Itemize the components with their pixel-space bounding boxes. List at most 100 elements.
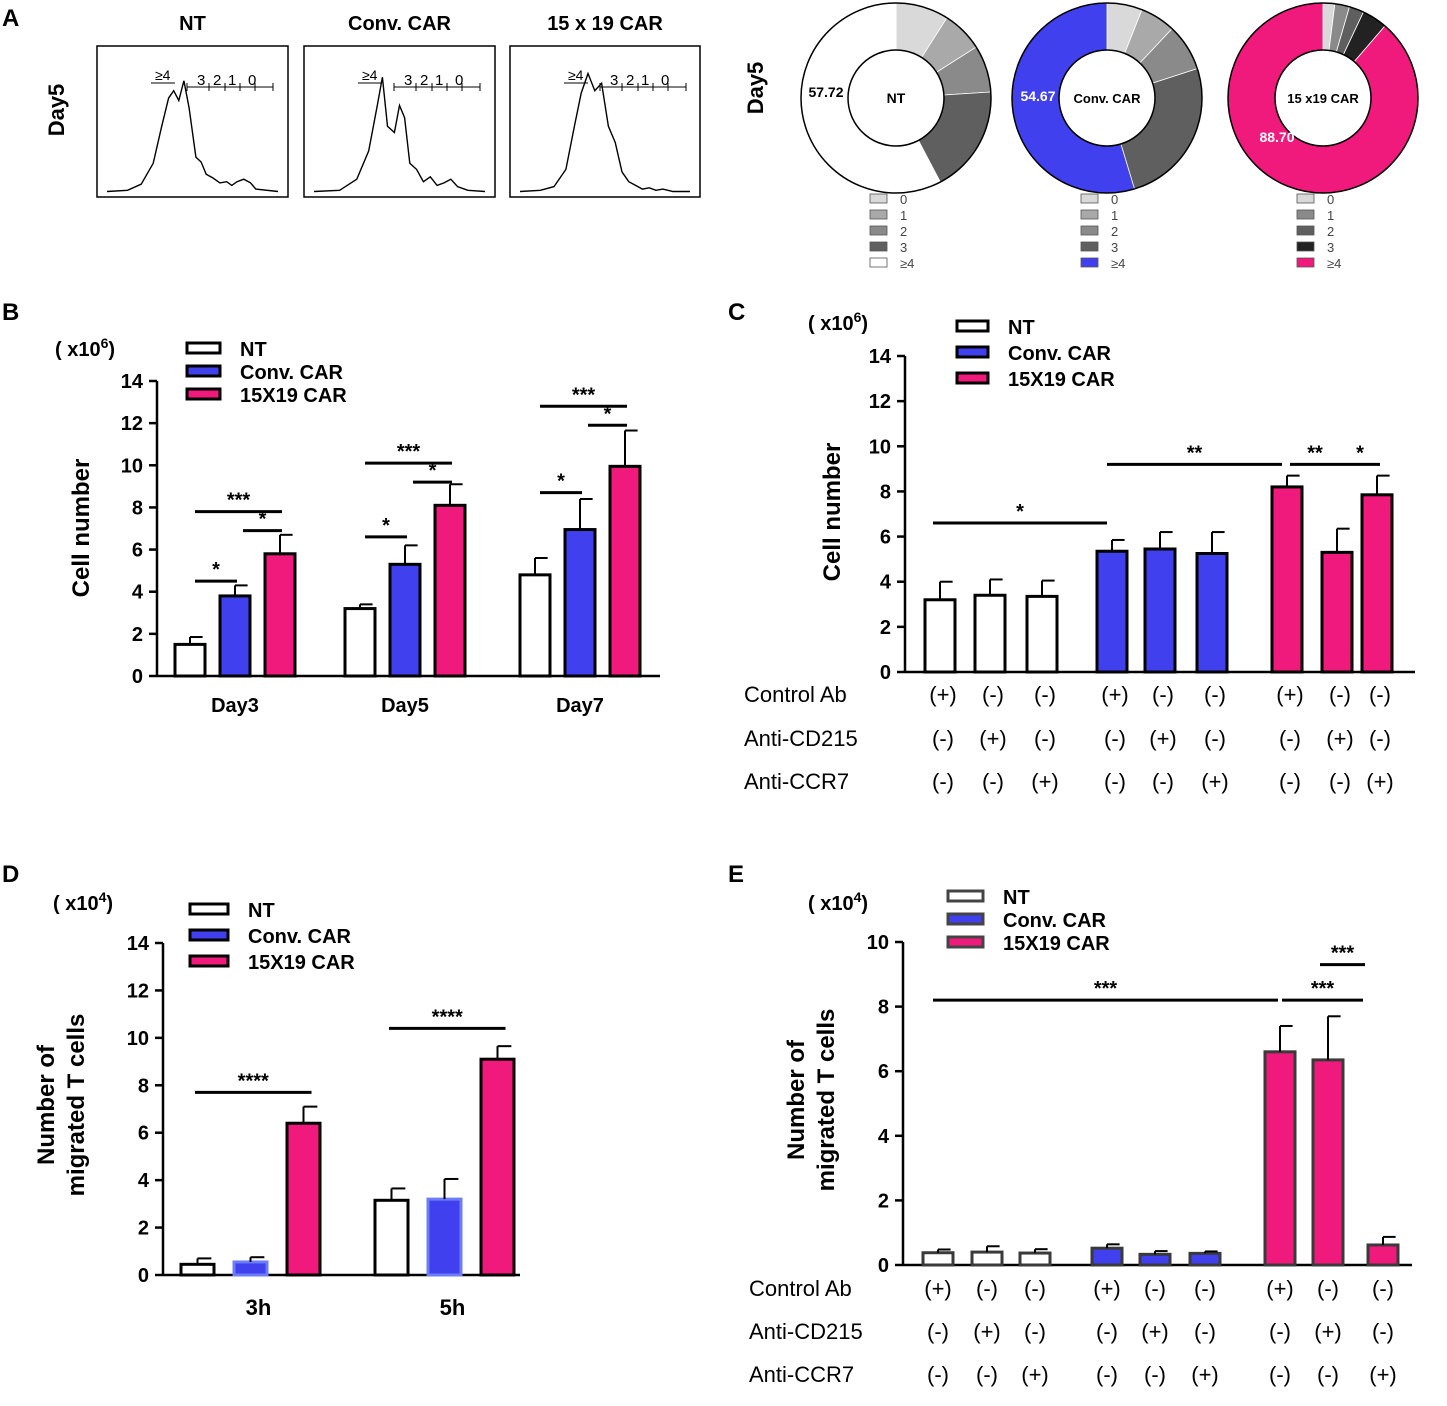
donut-legend-label: 2 — [1111, 224, 1118, 239]
donut-legend-swatch — [1296, 193, 1315, 204]
condition-value: (+) — [1201, 769, 1229, 794]
y-tick-label: 4 — [878, 1126, 890, 1148]
y-tick-label: 8 — [880, 481, 891, 503]
condition-value: (-) — [976, 1276, 998, 1301]
histogram-frame — [96, 45, 289, 198]
unit-prefix: ( x10 — [53, 893, 99, 915]
significance-label: ** — [1187, 442, 1203, 464]
gate-label: ≥4 — [362, 67, 378, 83]
panel-letter-a: A — [2, 5, 19, 32]
significance-label: **** — [432, 1006, 463, 1028]
donut-hole — [1058, 49, 1156, 147]
donut-value-label: 88.70 — [1259, 129, 1294, 145]
bar — [1360, 493, 1394, 674]
unit-suffix: ) — [108, 339, 115, 361]
condition-value: (+) — [973, 1319, 1001, 1344]
condition-value: (-) — [932, 726, 954, 751]
condition-value: (-) — [1024, 1276, 1046, 1301]
donut-legend-label: 1 — [1327, 208, 1334, 223]
bar — [608, 464, 642, 678]
donut-legend-label: 3 — [1327, 240, 1334, 255]
y-tick-label: 8 — [138, 1075, 149, 1097]
condition-value: (-) — [927, 1319, 949, 1344]
y-tick-label: 12 — [127, 980, 149, 1002]
condition-value: (-) — [1279, 769, 1301, 794]
y-unit-label: ( x106) — [55, 335, 115, 361]
y-tick-label: 8 — [878, 997, 889, 1019]
y-tick-label: 0 — [138, 1265, 149, 1287]
condition-value: (-) — [1194, 1319, 1216, 1344]
condition-value: (-) — [1144, 1276, 1166, 1301]
bar — [1270, 485, 1304, 674]
condition-value: (-) — [1096, 1319, 1118, 1344]
bar — [179, 1262, 216, 1277]
y-tick-label: 8 — [132, 497, 143, 519]
x-category-label: 3h — [246, 1295, 272, 1320]
unit-prefix: ( x10 — [808, 313, 854, 335]
condition-row-label: Anti-CD215 — [744, 726, 858, 751]
condition-value: (-) — [1104, 726, 1126, 751]
bar — [1143, 547, 1177, 674]
donut-value-label: 57.72 — [808, 84, 843, 100]
y-tick-label: 4 — [138, 1170, 150, 1192]
condition-value: (+) — [929, 682, 957, 707]
bar — [1025, 594, 1059, 674]
y-tick-label: 12 — [121, 413, 143, 435]
unit-exponent: 6 — [854, 309, 862, 325]
histogram-frame — [509, 45, 701, 198]
y-tick-label: 10 — [127, 1028, 149, 1050]
y-axis-title-line2: migrated T cells — [63, 1014, 90, 1197]
donut-hole — [1274, 49, 1372, 147]
condition-value: (-) — [1372, 1276, 1394, 1301]
y-axis-title: Cell number — [819, 443, 846, 582]
y-unit-label: ( x104) — [53, 889, 113, 915]
condition-value: (-) — [1034, 682, 1056, 707]
donut-legend-label: 0 — [900, 192, 907, 207]
gate-label: ≥4 — [155, 67, 171, 83]
significance-label: * — [429, 460, 437, 482]
significance-label: ** — [1307, 442, 1323, 464]
bar — [232, 1260, 269, 1277]
significance-label: *** — [1311, 978, 1335, 1000]
bar — [518, 573, 552, 678]
donut-center-label: 15 x19 CAR — [1287, 91, 1359, 106]
donut-legend-swatch — [869, 193, 888, 204]
gate-label: 1 — [641, 72, 649, 89]
y-tick-label: 2 — [880, 617, 891, 639]
bar — [388, 562, 422, 678]
condition-value: (+) — [924, 1276, 952, 1301]
condition-value: (-) — [1024, 1319, 1046, 1344]
gate-label: 3 — [610, 72, 618, 89]
condition-row-label: Control Ab — [744, 682, 847, 707]
gate-label: 1 — [435, 72, 443, 89]
donut-legend-swatch — [1080, 209, 1099, 220]
bar — [285, 1121, 322, 1277]
condition-value: (-) — [982, 682, 1004, 707]
bar — [973, 593, 1007, 674]
condition-value: (-) — [1144, 1362, 1166, 1387]
condition-value: (-) — [927, 1362, 949, 1387]
legend-label: NT — [248, 900, 275, 922]
legend-swatch — [946, 912, 985, 926]
legend-label: NT — [1003, 887, 1030, 909]
donut-legend-label: 3 — [900, 240, 907, 255]
unit-prefix: ( x10 — [55, 339, 101, 361]
gate-label: 0 — [455, 72, 463, 89]
significance-label: *** — [1094, 978, 1118, 1000]
gate-label: 0 — [248, 72, 256, 89]
donut-legend-label: 1 — [1111, 208, 1118, 223]
donut-legend-swatch — [1080, 193, 1099, 204]
donut-legend-swatch — [1080, 241, 1099, 252]
gate-label: 0 — [661, 72, 669, 89]
histogram-title: NT — [179, 13, 206, 35]
legend-label: 15X19 CAR — [1003, 933, 1110, 955]
legend-swatch — [185, 341, 222, 355]
y-axis-title: Cell number — [68, 459, 95, 598]
x-category-label: Day5 — [381, 695, 429, 717]
histogram-curve — [313, 77, 486, 193]
donut-legend-label: 2 — [1327, 224, 1334, 239]
